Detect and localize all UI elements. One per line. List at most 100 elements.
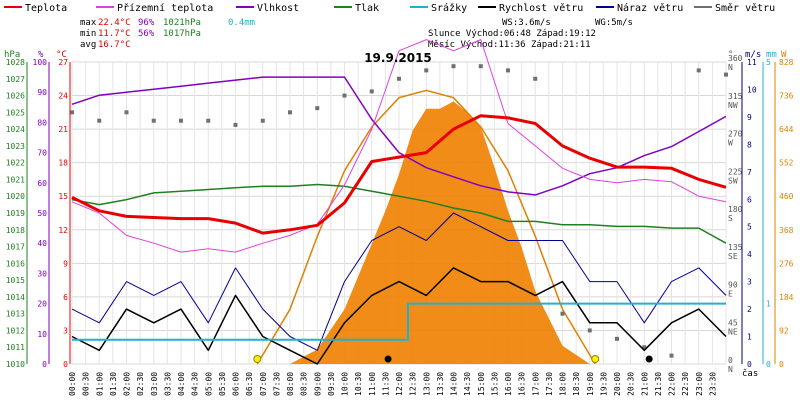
stats-max-hum: 96% bbox=[138, 18, 155, 28]
time-tick-label: 15:30 bbox=[490, 372, 499, 396]
series-wind-gust bbox=[71, 212, 727, 351]
wind-direction-point bbox=[587, 328, 592, 333]
wind-tick-label: 3 bbox=[747, 278, 752, 287]
time-tick-label: 18:30 bbox=[572, 372, 581, 396]
pressure-tick-label: 1019 bbox=[6, 209, 25, 218]
legend-entry-pressure: Tlak bbox=[355, 3, 379, 14]
pressure-tick-label: 1025 bbox=[6, 108, 25, 117]
stats-min-temp: 11.7°C bbox=[98, 29, 131, 39]
time-tick-label: 06:00 bbox=[232, 372, 241, 396]
stats-avg-temp: 16.7°C bbox=[98, 40, 131, 50]
wind-tick-label: 6 bbox=[747, 195, 752, 204]
pressure-tick-label: 1021 bbox=[6, 175, 25, 184]
time-tick-label: 13:00 bbox=[422, 372, 431, 396]
unit-c: °C bbox=[56, 50, 67, 60]
time-tick-label: 06:30 bbox=[245, 372, 254, 396]
wind-direction-point bbox=[315, 106, 320, 111]
direction-tick-degree: 90 bbox=[728, 281, 738, 290]
marker-layer bbox=[253, 355, 653, 363]
humidity-tick-label: 10 bbox=[37, 330, 47, 339]
temp-tick-label: 6 bbox=[63, 293, 68, 302]
time-tick-label: 22:00 bbox=[668, 372, 677, 396]
time-tick-label: 01:00 bbox=[95, 372, 104, 396]
humidity-tick-label: 20 bbox=[37, 300, 47, 309]
wind-direction-point bbox=[124, 110, 129, 115]
temp-tick-label: 18 bbox=[58, 159, 68, 168]
direction-tick-degree: 135 bbox=[728, 243, 743, 252]
stats-max-press: 1021hPa bbox=[163, 18, 201, 28]
rain-tick-label: 5 bbox=[766, 58, 771, 67]
series-temp bbox=[71, 114, 727, 235]
pressure-tick-label: 1020 bbox=[6, 192, 25, 201]
time-tick-label: 20:00 bbox=[613, 372, 622, 396]
wind-tick-label: 9 bbox=[747, 113, 752, 122]
pressure-tick-label: 1018 bbox=[6, 226, 25, 235]
wind-direction-point bbox=[233, 122, 238, 127]
time-tick-label: 11:30 bbox=[381, 372, 390, 396]
humidity-tick-label: 50 bbox=[37, 209, 47, 218]
time-tick-label: 17:30 bbox=[545, 372, 554, 396]
moon-marker bbox=[645, 355, 653, 363]
time-tick-label: 14:30 bbox=[463, 372, 472, 396]
pressure-tick-label: 1011 bbox=[6, 343, 25, 352]
time-tick-label: 11:00 bbox=[368, 372, 377, 396]
solar-tick-label: 828 bbox=[779, 58, 794, 67]
time-tick-label: 21:30 bbox=[654, 372, 663, 396]
right-axes: 0N45NE90E135SE180S225SW270W315NW360N0123… bbox=[728, 54, 794, 374]
rain-tick-label: 1 bbox=[766, 300, 771, 309]
stats-block: max 22.4°C 96% 1021hPa 0.4mm min 11.7°C … bbox=[80, 18, 255, 50]
time-tick-label: 14:00 bbox=[450, 372, 459, 396]
solar-tick-label: 552 bbox=[779, 159, 794, 168]
pressure-tick-label: 1014 bbox=[6, 293, 25, 302]
legend-entry-wind-speed: Rychlost větru bbox=[499, 2, 583, 14]
wind-direction-point bbox=[179, 118, 183, 123]
time-tick-label: 02:30 bbox=[136, 372, 145, 396]
time-tick-label: 20:30 bbox=[627, 372, 636, 396]
wind-direction-point bbox=[369, 89, 374, 94]
temp-tick-label: 15 bbox=[58, 192, 68, 201]
pressure-tick-label: 1013 bbox=[6, 310, 25, 319]
pressure-tick-label: 1028 bbox=[6, 58, 25, 67]
pressure-tick-label: 1023 bbox=[6, 142, 25, 151]
solar-tick-label: 276 bbox=[779, 259, 794, 268]
stats-max-rain: 0.4mm bbox=[228, 18, 255, 28]
left-axes: 1010101110121013101410151016101710181019… bbox=[6, 58, 71, 369]
humidity-tick-label: 100 bbox=[33, 58, 48, 67]
wind-direction-point bbox=[560, 311, 565, 316]
temp-tick-label: 12 bbox=[58, 226, 68, 235]
time-tick-label: 07:30 bbox=[272, 372, 281, 396]
legend: Teplota Přízemní teplota Vlhkost Tlak Sr… bbox=[4, 2, 775, 14]
chart-title: 19.9.2015 bbox=[364, 51, 432, 65]
series-theoretical-solar bbox=[256, 89, 596, 365]
wind-direction-point bbox=[424, 68, 429, 73]
legend-entry-wind-gust: Náraz větru bbox=[617, 2, 683, 14]
wind-tick-label: 8 bbox=[747, 140, 752, 149]
series-ground-temp bbox=[71, 39, 727, 253]
moon-marker bbox=[384, 355, 392, 363]
time-tick-label: 13:30 bbox=[436, 372, 445, 396]
series-pressure bbox=[71, 183, 727, 244]
wind-direction-point bbox=[506, 68, 510, 73]
stats-min-hum: 56% bbox=[138, 29, 155, 39]
time-tick-label: 00:00 bbox=[68, 372, 77, 396]
wind-tick-label: 4 bbox=[747, 250, 752, 259]
time-tick-label: 08:00 bbox=[286, 372, 295, 396]
direction-tick-degree: 180 bbox=[728, 205, 743, 214]
direction-tick-name: N bbox=[728, 365, 733, 374]
direction-tick-name: NW bbox=[728, 101, 738, 110]
unit-hpa: hPa bbox=[4, 50, 20, 60]
solar-tick-label: 460 bbox=[779, 192, 794, 201]
time-tick-label: 23:30 bbox=[708, 372, 717, 396]
time-tick-label: 19:30 bbox=[599, 372, 608, 396]
direction-tick-name: NE bbox=[728, 327, 738, 336]
direction-tick-degree: 270 bbox=[728, 130, 743, 139]
legend-entry-temp: Teplota bbox=[25, 3, 67, 14]
wind-direction-point bbox=[260, 118, 265, 123]
time-tick-label: 09:00 bbox=[313, 372, 322, 396]
direction-tick-name: SW bbox=[728, 176, 738, 185]
time-axis: 00:00 00:30 01:00 01:30 02:00 02:30 03:00 03:30… bbox=[68, 372, 717, 396]
humidity-tick-label: 60 bbox=[37, 179, 47, 188]
pressure-tick-label: 1017 bbox=[6, 243, 25, 252]
humidity-tick-label: 40 bbox=[37, 239, 47, 248]
time-tick-label: 03:30 bbox=[163, 372, 172, 396]
